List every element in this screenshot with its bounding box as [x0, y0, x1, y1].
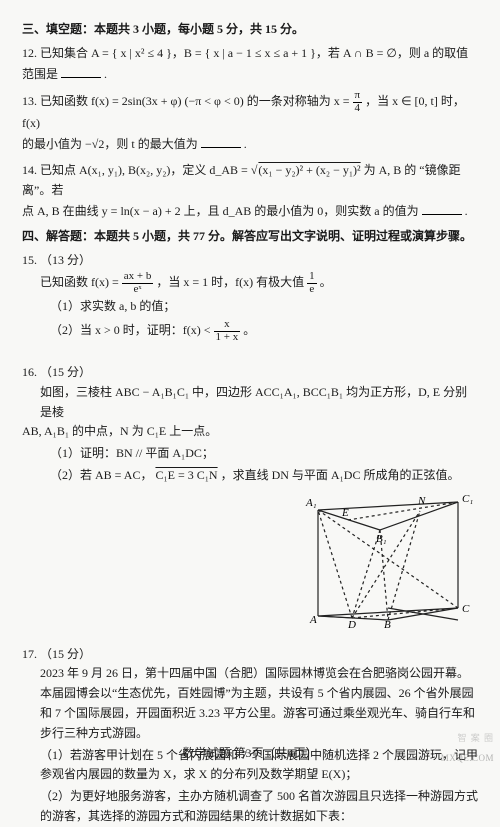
q15-sub2-frac: x 1 + x	[214, 319, 241, 343]
label-N: N	[417, 495, 426, 507]
section-3-title: 三、填空题：本题共 3 小题，每小题 5 分，共 15 分。	[22, 20, 478, 40]
q14-line2: 点 A, B 在曲线 y = ln(x − a) + 2 上，且 d_AB 的最…	[22, 201, 478, 222]
watermark-top: 智 案 圈	[457, 731, 494, 746]
q15-sub2-frac-d: 1 + x	[214, 332, 241, 344]
label-B1: B₁	[376, 533, 387, 545]
q14-text-a: 已知点 A(x₁, y₁), B(x₂, y₂)，定义 d_AB =	[40, 163, 251, 177]
q16-points: （15 分）	[40, 365, 91, 379]
question-15: 15. （13 分） 已知函数 f(x) = ax + b eˣ ，当 x = …	[22, 251, 478, 343]
q13-period: .	[244, 137, 247, 151]
watermark-bottom: MXQE.COM	[441, 751, 494, 766]
q15-line1: 已知函数 f(x) = ax + b eˣ ，当 x = 1 时，f(x) 有极…	[22, 271, 478, 295]
q15-frac1: ax + b eˣ	[122, 271, 154, 295]
q15-frac1-d: eˣ	[122, 284, 154, 296]
q17-sub2: （2）为更好地服务游客，主办方随机调查了 500 名首次游园且只选择一种游园方式…	[22, 787, 478, 827]
page-footer: 数学试题 第3页（共4页）	[0, 744, 500, 764]
q12-blank	[61, 64, 101, 78]
q17-points: （15 分）	[40, 647, 91, 661]
q15-number: 15.	[22, 253, 37, 267]
q12-number: 12.	[22, 46, 37, 60]
q16-sub2-vec: C₁E = 3 C₁N	[155, 468, 217, 482]
q15-frac2-d: e	[307, 284, 317, 296]
q16-line1: 如图，三棱柱 ABC − A₁B₁C₁ 中，四边形 ACC₁A₁, BCC₁B₁…	[22, 383, 478, 423]
q13-frac-d: 4	[353, 103, 363, 115]
q16-line2: AB, A₁B₁ 的中点，N 为 C₁E 上一点。	[22, 422, 478, 442]
q15-points: （13 分）	[40, 253, 91, 267]
q15-sub2-b: 。	[243, 323, 255, 337]
q14-blank	[422, 201, 462, 215]
q15-frac1-n: ax + b	[122, 271, 154, 284]
q17-number: 17.	[22, 647, 37, 661]
q13-number: 13.	[22, 94, 37, 108]
question-17: 17. （15 分） 2023 年 9 月 26 日，第十四届中国（合肥）国际园…	[22, 645, 478, 827]
q15-sub1: （1）求实数 a, b 的值；	[22, 297, 478, 317]
label-C1: C₁	[462, 493, 473, 505]
label-C: C	[462, 603, 470, 615]
q14-sqrt: (x₁ − y₂)² + (x₂ − y₁)²	[257, 163, 360, 177]
q14-text-c: 点 A, B 在曲线 y = ln(x − a) + 2 上，且 d_AB 的最…	[22, 204, 419, 218]
question-16: 16. （15 分） 如图，三棱柱 ABC − A₁B₁C₁ 中，四边形 ACC…	[22, 363, 478, 639]
label-A: A	[309, 614, 317, 626]
prism-diagram: A B C D A₁ B₁ C₁ E N	[298, 488, 478, 635]
question-14: 14. 已知点 A(x₁, y₁), B(x₂, y₂)，定义 d_AB = √…	[22, 161, 478, 221]
q15-sub2-a: （2）当 x > 0 时，证明：f(x) <	[50, 323, 214, 337]
q13-text-a: 已知函数 f(x) = 2sin(3x + φ) (−π < φ < 0) 的一…	[40, 94, 353, 108]
q15-sub2: （2）当 x > 0 时，证明：f(x) < x 1 + x 。	[22, 319, 478, 343]
q15-line1-c: 。	[320, 275, 332, 289]
label-B: B	[384, 619, 391, 628]
q17-p1: 2023 年 9 月 26 日，第十四届中国（合肥）国际园林博览会在合肥骆岗公园…	[22, 664, 478, 743]
q15-line1-b: ，当 x = 1 时，f(x) 有极大值	[156, 275, 307, 289]
section-4-title: 四、解答题：本题共 5 小题，共 77 分。解答应写出文字说明、证明过程或演算步…	[22, 227, 478, 247]
q16-number: 16.	[22, 365, 37, 379]
q14-period: .	[465, 204, 468, 218]
q16-sub2-b: ，求直线 DN 与平面 A₁DC 所成角的正弦值。	[221, 468, 460, 482]
label-A1: A₁	[305, 497, 317, 509]
q13-blank	[201, 134, 241, 148]
q15-line1-a: 已知函数 f(x) =	[40, 275, 122, 289]
q16-sub2-a: （2）若 AB = AC，	[50, 468, 152, 482]
q13-line2: 的最小值为 −√2，则 t 的最大值为 .	[22, 134, 478, 155]
q14-number: 14.	[22, 163, 37, 177]
q15-frac2-n: 1	[307, 271, 317, 284]
question-13: 13. 已知函数 f(x) = 2sin(3x + φ) (−π < φ < 0…	[22, 90, 478, 155]
label-E: E	[341, 507, 349, 519]
q13-frac: π 4	[353, 90, 363, 114]
q13-text-c: 的最小值为 −√2，则 t 的最大值为	[22, 137, 198, 151]
q16-sub2: （2）若 AB = AC， C₁E = 3 C₁N ，求直线 DN 与平面 A₁…	[22, 466, 478, 486]
q15-sub2-frac-n: x	[214, 319, 241, 332]
question-12: 12. 已知集合 A = { x | x² ≤ 4 }，B = { x | a …	[22, 44, 478, 85]
q16-sub1: （1）证明：BN // 平面 A₁DC；	[22, 444, 478, 464]
q15-frac2: 1 e	[307, 271, 317, 295]
label-D: D	[347, 619, 356, 628]
q12-period: .	[104, 67, 107, 81]
